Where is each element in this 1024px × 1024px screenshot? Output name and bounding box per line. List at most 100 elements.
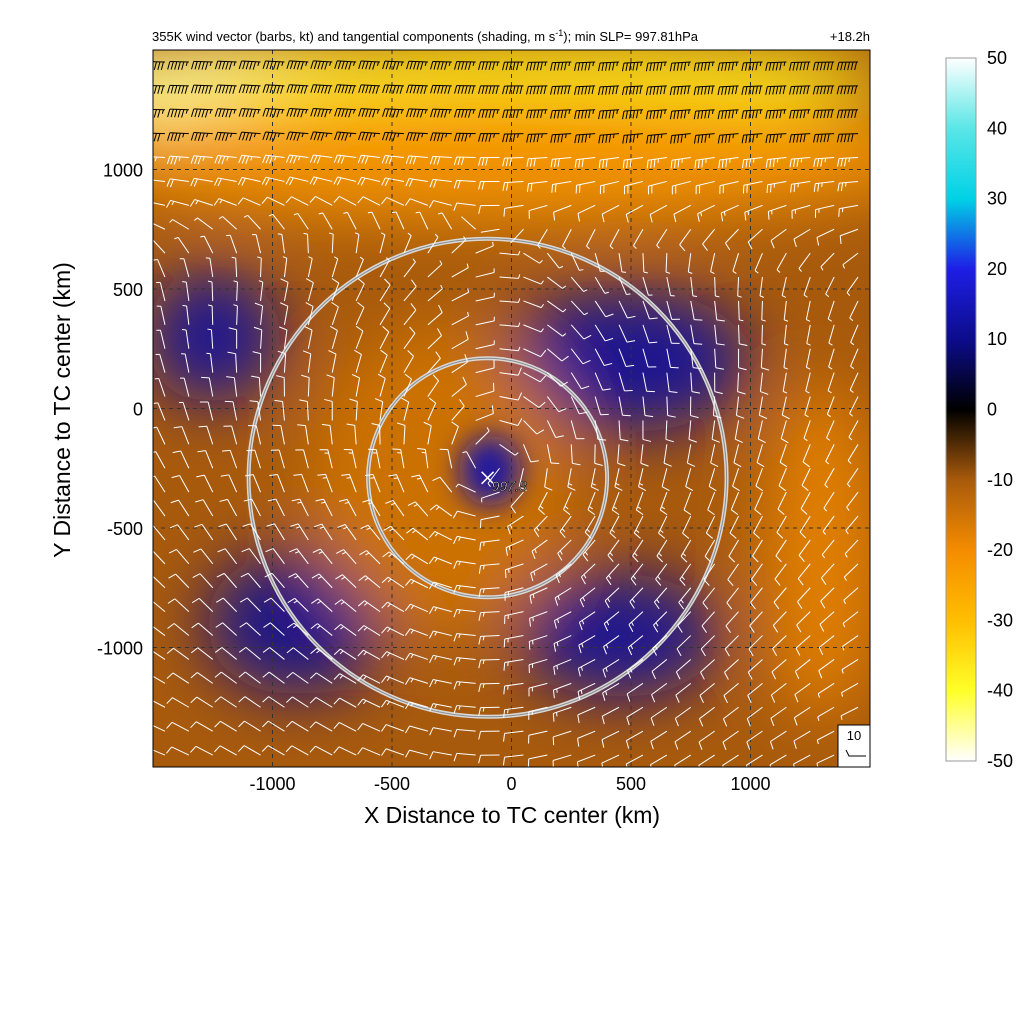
- wind-barb-flag: [296, 61, 301, 70]
- wind-barb-flag: [744, 86, 748, 95]
- wind-barb-flag: [420, 109, 424, 118]
- wind-barb: [406, 527, 429, 541]
- wind-barb-halfflag: [823, 507, 828, 512]
- wind-barb: [219, 498, 238, 517]
- wind-barb: [404, 198, 429, 206]
- wind-barb-flag: [679, 579, 686, 586]
- wind-barb: [594, 300, 614, 318]
- wind-barb-flag: [360, 177, 366, 186]
- reference-barb-icon: [845, 749, 866, 757]
- wind-barb-halfflag: [568, 483, 573, 486]
- wind-barb-flag: [381, 748, 387, 756]
- wind-barb-flag: [285, 721, 293, 728]
- wind-barb-flag: [143, 624, 149, 629]
- wind-barb-staff: [577, 754, 596, 763]
- wind-barb-staff: [475, 344, 495, 350]
- wind-barb-halfflag: [434, 557, 438, 562]
- wind-barb: [795, 635, 811, 656]
- wind-barb: [173, 426, 190, 445]
- wind-barb: [377, 373, 386, 397]
- wind-barb: [374, 398, 384, 421]
- wind-barb: [793, 754, 811, 767]
- wind-barb-flag: [404, 373, 412, 380]
- wind-barb: [594, 253, 605, 272]
- wind-barb-flag: [334, 131, 338, 140]
- wind-barb-flag: [716, 343, 725, 346]
- wind-barb-staff: [523, 324, 542, 333]
- wind-barb-flag: [430, 61, 434, 70]
- wind-barb-flag: [170, 61, 174, 70]
- wind-barb-halfflag: [688, 271, 693, 274]
- wind-barb-flag: [286, 108, 290, 117]
- wind-barb-flag: [351, 374, 360, 379]
- wind-barb-staff: [159, 282, 166, 302]
- wind-barb: [427, 351, 441, 373]
- wind-barb-flag: [336, 177, 342, 186]
- wind-barb: [282, 256, 288, 278]
- wind-barb-halfflag: [564, 133, 567, 139]
- wind-barb-halfflag: [343, 526, 348, 530]
- wind-barb-flag: [772, 62, 775, 71]
- wind-barb-flag: [744, 110, 748, 119]
- wind-barb: [453, 657, 476, 666]
- wind-barb: [429, 155, 452, 165]
- wind-barb-staff: [708, 468, 716, 487]
- wind-barb: [478, 61, 500, 71]
- wind-barb-flag: [412, 132, 417, 141]
- wind-barb-staff: [297, 213, 309, 230]
- shading-cyclonic: [501, 289, 751, 433]
- wind-barb-staff: [208, 377, 214, 397]
- wind-barb-flag: [453, 560, 458, 569]
- wind-barb-flag: [488, 61, 492, 71]
- wind-barb-flag: [605, 159, 608, 168]
- wind-barb-flag: [285, 154, 290, 163]
- wind-barb-flag: [505, 547, 508, 556]
- wind-barb-staff: [153, 524, 166, 541]
- wind-barb-halfflag: [148, 239, 152, 241]
- wind-barb-flag: [385, 499, 394, 504]
- wind-barb: [504, 587, 524, 601]
- wind-barb-flag: [742, 159, 745, 169]
- wind-barb-staff: [665, 420, 668, 440]
- wind-barb-staff: [698, 754, 715, 766]
- wind-barb: [528, 682, 548, 697]
- wind-barb-flag: [454, 109, 458, 118]
- wind-barb-flag: [389, 85, 393, 94]
- wind-barb: [261, 196, 285, 206]
- wind-barb: [153, 475, 166, 493]
- wind-barb-flag: [584, 531, 592, 539]
- wind-barb-flag: [673, 135, 676, 144]
- wind-barb-flag: [747, 241, 753, 250]
- wind-barb-flag: [628, 62, 632, 71]
- wind-barb-flag: [289, 60, 294, 70]
- wind-barb-flag: [632, 110, 635, 119]
- wind-barb-halfflag: [508, 546, 511, 551]
- wind-barb-flag: [300, 61, 304, 70]
- wind-barb: [428, 200, 452, 209]
- wind-barb-halfflag: [633, 245, 637, 249]
- wind-barb-flag: [287, 597, 296, 604]
- wind-barb: [770, 706, 787, 727]
- wind-barb: [214, 131, 237, 142]
- wind-barb: [427, 397, 437, 421]
- wind-barb-halfflag: [386, 652, 391, 657]
- wind-barb: [451, 263, 469, 278]
- wind-barb: [843, 563, 859, 581]
- wind-barb-flag: [238, 671, 246, 678]
- wind-barb: [722, 706, 739, 727]
- wind-barb: [357, 747, 381, 756]
- wind-barb-flag: [622, 160, 625, 169]
- wind-barb-halfflag: [584, 551, 589, 556]
- wind-barb-flag: [598, 159, 601, 169]
- wind-barb-flag: [843, 61, 847, 71]
- wind-barb: [217, 548, 238, 565]
- wind-barb: [632, 228, 644, 249]
- wind-barb-flag: [420, 85, 424, 94]
- wind-barb: [688, 420, 697, 443]
- wind-barb-flag: [625, 86, 628, 95]
- wind-barb: [654, 587, 668, 610]
- wind-barb-flag: [191, 622, 199, 629]
- wind-barb-flag: [526, 62, 529, 71]
- wind-barb-halfflag: [825, 293, 830, 298]
- wind-barb-flag: [457, 85, 461, 94]
